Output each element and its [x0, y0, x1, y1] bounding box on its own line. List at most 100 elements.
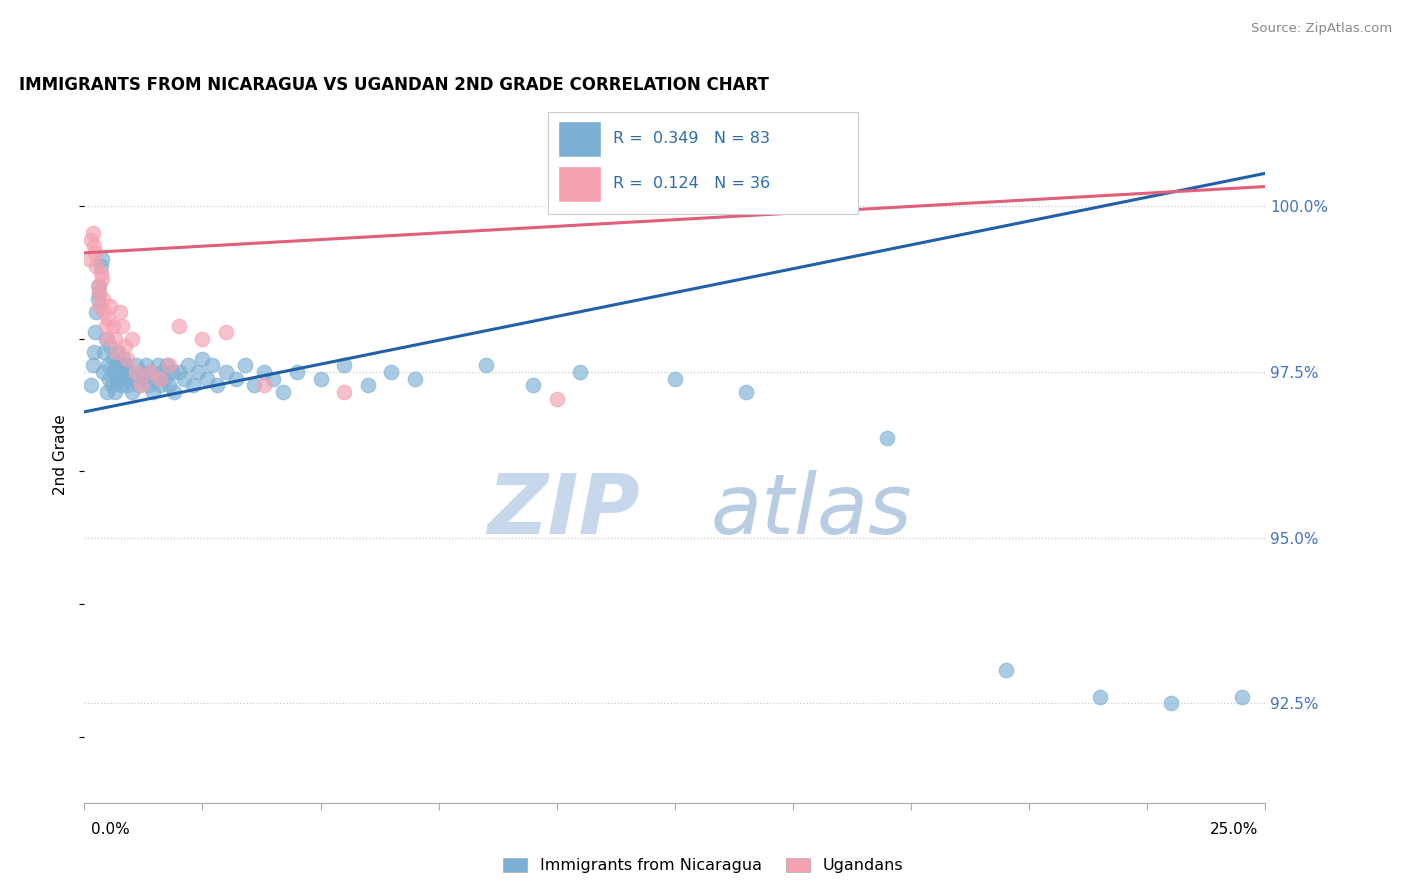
Point [83, 239, 105, 253]
Point [90, 259, 112, 273]
Point [333, 384, 356, 399]
Point [86, 292, 108, 306]
Point [271, 384, 294, 399]
Point [83, 326, 105, 340]
Point [77, 252, 100, 267]
Point [177, 359, 200, 373]
Point [111, 318, 134, 333]
Point [107, 345, 129, 359]
Point [167, 365, 190, 379]
Y-axis label: 2nd Grade: 2nd Grade [53, 415, 69, 495]
Point [93, 305, 115, 319]
Text: Source: ZipAtlas.com: Source: ZipAtlas.com [1251, 22, 1392, 36]
Point [114, 372, 136, 386]
Point [83, 345, 105, 359]
Point [195, 372, 218, 386]
Point [129, 365, 152, 379]
Point [994, 663, 1017, 677]
Point [128, 378, 150, 392]
Text: R =  0.349   N = 83: R = 0.349 N = 83 [613, 131, 770, 146]
Point [129, 378, 152, 392]
Point [309, 372, 332, 386]
Point [146, 359, 169, 373]
Point [108, 305, 131, 319]
Point [111, 365, 134, 379]
Point [115, 359, 138, 373]
Point [475, 359, 498, 373]
Point [215, 365, 238, 379]
Point [569, 365, 592, 379]
Point [157, 378, 180, 392]
Point [1230, 690, 1253, 704]
Text: atlas: atlas [710, 470, 912, 551]
Point [82, 226, 104, 240]
Point [90, 266, 112, 280]
Point [125, 365, 148, 379]
Point [664, 372, 686, 386]
Point [101, 351, 124, 366]
Bar [558, 120, 600, 157]
Point [357, 378, 380, 392]
Point [522, 378, 544, 392]
Point [94, 332, 117, 346]
Text: IMMIGRANTS FROM NICARAGUA VS UGANDAN 2ND GRADE CORRELATION CHART: IMMIGRANTS FROM NICARAGUA VS UGANDAN 2ND… [20, 77, 769, 95]
Point [91, 252, 114, 267]
Point [118, 365, 141, 379]
Legend: Immigrants from Nicaragua, Ugandans: Immigrants from Nicaragua, Ugandans [496, 851, 910, 880]
Point [380, 365, 402, 379]
Point [142, 384, 165, 399]
Point [115, 378, 138, 392]
Point [125, 359, 148, 373]
Point [86, 279, 108, 293]
Point [132, 372, 155, 386]
Point [121, 384, 143, 399]
Point [103, 365, 125, 379]
Point [734, 384, 756, 399]
Point [153, 372, 176, 386]
Point [107, 345, 129, 359]
Point [181, 378, 204, 392]
Point [333, 359, 356, 373]
Point [149, 378, 172, 392]
Point [243, 378, 266, 392]
Point [1160, 697, 1182, 711]
Text: 25.0%: 25.0% [1211, 822, 1258, 837]
Point [89, 279, 111, 293]
Point [80, 233, 103, 247]
Point [91, 365, 114, 379]
Point [107, 372, 129, 386]
Point [87, 299, 110, 313]
Point [1088, 690, 1111, 704]
Text: R =  0.124   N = 36: R = 0.124 N = 36 [613, 177, 770, 191]
Point [104, 384, 127, 399]
Point [285, 365, 308, 379]
Point [114, 338, 136, 352]
Point [205, 378, 228, 392]
Point [101, 318, 124, 333]
Point [91, 292, 114, 306]
Point [876, 431, 898, 445]
Point [404, 372, 426, 386]
Text: ZIP: ZIP [486, 470, 640, 551]
Bar [558, 166, 600, 202]
Point [143, 372, 166, 386]
Point [163, 384, 186, 399]
Point [87, 285, 110, 300]
Point [93, 345, 115, 359]
Point [167, 318, 190, 333]
Point [83, 245, 105, 260]
Point [105, 359, 128, 373]
Point [96, 384, 118, 399]
Text: 0.0%: 0.0% [91, 822, 131, 837]
Point [122, 372, 145, 386]
Point [115, 351, 138, 366]
Point [84, 259, 107, 273]
Point [135, 359, 157, 373]
Point [262, 372, 284, 386]
Point [149, 372, 172, 386]
Point [546, 392, 568, 406]
Point [201, 359, 224, 373]
Point [94, 318, 117, 333]
Point [80, 378, 103, 392]
Point [187, 365, 209, 379]
